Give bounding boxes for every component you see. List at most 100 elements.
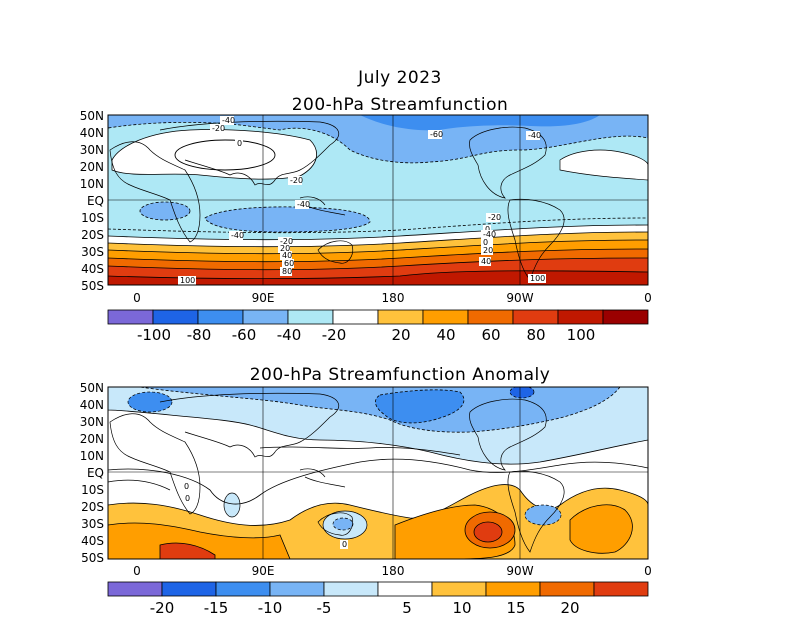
panel1-clabel: -60 <box>430 130 443 139</box>
panel2-lat-label: 40N <box>80 398 104 412</box>
panel2-lon-label: 180 <box>382 564 405 578</box>
panel1-lon-label: 90E <box>252 291 275 305</box>
panel1-colorbar-swatch <box>242 309 289 325</box>
panel1-lon-label: 180 <box>382 291 405 305</box>
panel1-cbar-label: -80 <box>187 326 212 344</box>
panel1-colorbar-swatch <box>197 309 244 325</box>
panel2-lat-label: 10N <box>80 449 104 463</box>
panel1-clabel: 100 <box>530 274 545 283</box>
panel2-zero-contours <box>108 446 648 505</box>
panel2-colorbar-swatch <box>215 581 271 597</box>
panel1-colorbar-swatch <box>287 309 334 325</box>
panel1-colorbar-labels: -100 -80 -60 -40 -20 20 40 60 80 100 <box>137 326 595 344</box>
panel1-grid <box>108 115 648 285</box>
panel1-clabel: 0 <box>483 238 488 247</box>
panel2-cbar-label: 20 <box>560 599 579 617</box>
panel1-clabel: -40 <box>222 116 235 125</box>
panel1-title: 200-hPa Streamfunction <box>291 95 509 115</box>
panel2-pos20-pacific <box>473 521 503 543</box>
panel1-cbar-label: -60 <box>232 326 257 344</box>
panel2-map: 0 0 0 <box>108 387 648 559</box>
panel1-clabel: -40 <box>231 231 244 240</box>
panel2-lat-label: 30N <box>80 415 104 429</box>
panel2-cbar-label: 15 <box>506 599 525 617</box>
panel1-lat-label: 40N <box>80 126 104 140</box>
panel2-coastlines <box>109 392 565 553</box>
panel1-clabel: 40 <box>282 251 292 260</box>
panel1-east-white <box>559 149 648 181</box>
panel2-lat-label: 40S <box>81 534 104 548</box>
panel2-lat-label: 50N <box>80 381 104 395</box>
panel1-lat-axis: 50N 40N 30N 20N 10N EQ 10S 20S 30S 40S 5… <box>80 109 104 293</box>
panel2-colorbar-swatch <box>107 581 163 597</box>
panel2-lon-label: 90E <box>252 564 275 578</box>
figure-title: July 2023 <box>358 68 442 88</box>
panel1-clabel: -20 <box>488 213 501 222</box>
panel2-lat-label: 50S <box>81 551 104 565</box>
panel2-frame <box>107 386 649 560</box>
panel1-colorbar-swatch <box>422 309 469 325</box>
panel1-neg80-region <box>360 115 600 131</box>
panel1-cbar-label: -20 <box>322 326 347 344</box>
panel1-cbar-label: -100 <box>137 326 171 344</box>
panel1-coastlines <box>109 120 565 281</box>
panel1-clabel: -40 <box>297 200 310 209</box>
panel1-colorbar <box>107 309 649 325</box>
panel1-cbar-label: 60 <box>481 326 500 344</box>
panel2-neg-blob-c <box>332 517 354 531</box>
panel1-clabel: -20 <box>280 237 293 246</box>
panel1-cbar-label: 100 <box>567 326 596 344</box>
panel2-colorbar-swatch <box>161 581 217 597</box>
panel1-lon-axis: 0 90E 180 90W 0 <box>133 291 652 305</box>
panel1-lat-label: 20N <box>80 160 104 174</box>
panel2-neg20-spot <box>509 387 535 399</box>
panel1-clabel: 80 <box>282 267 292 276</box>
panel2-lon-label: 90W <box>506 564 533 578</box>
panel2-clabel: 0 <box>184 482 189 491</box>
panel2-pos10-atlantic <box>569 504 633 554</box>
panel1-cbar-label: 80 <box>526 326 545 344</box>
panel1-colorbar-swatch <box>332 309 379 325</box>
panel1-clabel: 60 <box>284 259 294 268</box>
panel1-lat-label: 50N <box>80 109 104 123</box>
panel2-colorbar-swatch <box>485 581 541 597</box>
panel1-lat-label: 10S <box>81 211 104 225</box>
panel1-lon-label: 0 <box>133 291 141 305</box>
panel2-neg-blob-d <box>524 504 562 526</box>
panel1-cbar-label: 40 <box>436 326 455 344</box>
panel1-blob-a <box>139 201 191 221</box>
panel2-grid <box>108 387 648 559</box>
panel2-lon-label: 0 <box>133 564 141 578</box>
panel2-colorbar-swatch <box>431 581 487 597</box>
panel2-cbar-label: -15 <box>204 599 229 617</box>
panel1-lat-label: 50S <box>81 279 104 293</box>
panel1-colorbar-swatch <box>152 309 199 325</box>
panel1-clabel: 0 <box>237 139 242 148</box>
panel2-colorbar-swatch <box>377 581 433 597</box>
panel1-lat-label: 30S <box>81 245 104 259</box>
panel2-lat-label: EQ <box>87 466 104 480</box>
panel1-lat-label: EQ <box>87 194 104 208</box>
panel2-pos10-west <box>108 522 291 559</box>
panel1-lat-label: 30N <box>80 143 104 157</box>
panel1-band-100 <box>108 270 648 285</box>
panel1-cbar-label: -40 <box>277 326 302 344</box>
panel1-clabel: 100 <box>180 276 195 285</box>
panel1-clabel: -20 <box>290 176 303 185</box>
panel2-colorbar <box>107 581 649 597</box>
panel2-lat-label: 10S <box>81 483 104 497</box>
panel1-clabel: -40 <box>528 131 541 140</box>
panel1-lon-label: 90W <box>506 291 533 305</box>
panel2-colorbar-labels: -20 -15 -10 -5 5 10 15 20 <box>150 599 580 617</box>
panel2-cbar-label: -10 <box>258 599 283 617</box>
panel1-lat-label: 10N <box>80 177 104 191</box>
panel2-colorbar-swatch <box>323 581 379 597</box>
panel1-clabel: 40 <box>481 257 491 266</box>
panel2-colorbar-swatch <box>593 581 649 597</box>
panel2-lat-label: 30S <box>81 517 104 531</box>
panel1-colorbar-swatch <box>377 309 424 325</box>
panel1-frame <box>107 114 649 286</box>
panel2-cbar-label: -5 <box>317 599 332 617</box>
panel1-clabel: -40 <box>483 230 496 239</box>
panel1-clabel: -20 <box>212 124 225 133</box>
